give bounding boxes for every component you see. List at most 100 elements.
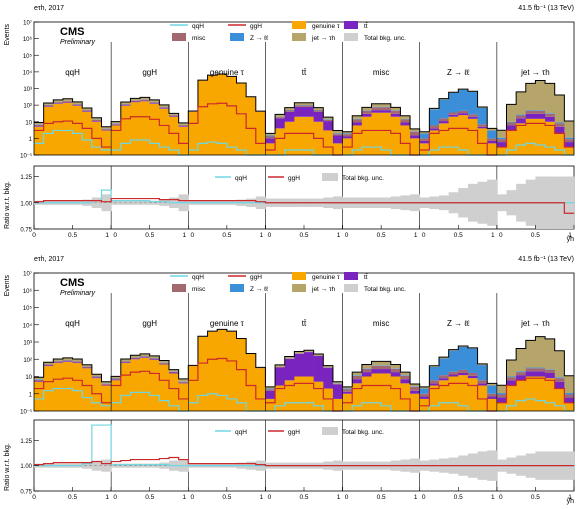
- x-tick-label: 0: [32, 494, 36, 501]
- bar-jet-h-c3-b2: [284, 107, 295, 110]
- signal-qqh-line-c1: [111, 391, 189, 412]
- bar-tt--c0-b6: [91, 121, 102, 122]
- bar-genuine--c1-b4: [149, 103, 160, 155]
- bar-tt--c1-b7: [178, 126, 189, 127]
- bar-jet-h-c6-b7: [564, 120, 575, 138]
- bar-tt--c3-b0: [265, 138, 276, 144]
- bar-genuine--c4-b2: [361, 376, 372, 411]
- x-tick-label: 1: [260, 232, 264, 239]
- bar-genuine--c2-b6: [246, 354, 257, 411]
- bar-misc-c1-b6: [169, 371, 179, 373]
- bar-z--c5-b5: [467, 348, 478, 373]
- bar-misc-c1-b2: [130, 100, 141, 102]
- bar-jet-h-c6-b2: [516, 348, 527, 372]
- signal-ggh-line-c2: [188, 102, 266, 144]
- bar-jet-h-c3-b4: [304, 350, 314, 352]
- bar-misc-c6-b6: [554, 378, 565, 382]
- y-tick-label: 10⁷: [23, 20, 32, 27]
- bar-tt--c4-b6: [400, 122, 411, 126]
- signal-ggh-line-c3: [265, 132, 343, 156]
- bar-misc-c1-b3: [140, 99, 151, 101]
- bar-genuine--c4-b5: [390, 116, 401, 155]
- category-label: jet → τh: [520, 68, 550, 77]
- ratio-y-axis-label: Ratio w.r.t. bkg.: [4, 181, 11, 229]
- bar-jet-h-c3-b4: [304, 102, 314, 106]
- bar-jet-h-c6-b7: [564, 375, 575, 394]
- legend-swatch-z-: [230, 33, 244, 41]
- bar-tt--c3-b6: [323, 121, 334, 131]
- ratio-legend-swatch-total-bkg-unc-: [322, 173, 338, 181]
- signal-qqh-line-c1: [111, 139, 189, 156]
- bar-jet-h-c1-b2: [130, 355, 141, 358]
- bar-misc-c3-b1: [275, 366, 286, 368]
- x-tick-label: 0: [113, 232, 117, 239]
- unc-band-c0-b5: [82, 462, 93, 469]
- bar-misc-c3-b6: [323, 119, 334, 122]
- bar-jet-h-c3-b5: [313, 353, 324, 356]
- bar-misc-c4-b0: [342, 134, 353, 137]
- bar-misc-c4-b0: [342, 389, 353, 392]
- bar-genuine--c3-b2: [284, 380, 295, 411]
- bar-jet-h-c0-b7: [101, 126, 112, 129]
- bar-misc-c5-b0: [419, 138, 430, 141]
- x-tick-label: 0: [190, 232, 194, 239]
- y-tick-label: 10³: [23, 87, 32, 93]
- bar-genuine--c5-b1: [429, 130, 440, 155]
- x-axis-label: ŷh: [567, 236, 575, 243]
- bar-tt--c3-b7: [332, 135, 343, 144]
- bar-misc-c4-b4: [381, 365, 392, 370]
- legend-label-ggh: ggH: [250, 23, 262, 30]
- y-tick-label: 10⁶: [23, 288, 33, 295]
- signal-qqh-line-c2: [188, 393, 266, 412]
- x-tick-label: 1: [105, 232, 109, 239]
- y-tick-label: 10: [25, 120, 32, 126]
- bar-tt--c6-b6: [554, 381, 565, 389]
- bar-misc-c3-b7: [332, 383, 343, 385]
- bar-tt--c4-b4: [381, 110, 392, 113]
- category-label: qqH: [65, 319, 80, 328]
- bar-genuine--c5-b2: [439, 380, 449, 411]
- legend-swatch-z-: [230, 284, 244, 292]
- bar-misc-c3-b5: [313, 110, 324, 112]
- ratio-legend-label-qqh: qqH: [235, 429, 247, 436]
- bar-genuine--c2-b7: [255, 368, 266, 411]
- x-tick-label: 1: [260, 494, 264, 501]
- bar-tt--c4-b1: [352, 379, 363, 384]
- bar-misc-c6-b1: [506, 122, 517, 126]
- x-tick-label: 0.5: [222, 232, 231, 239]
- bar-jet-h-c0-b7: [101, 381, 112, 384]
- bar-genuine--c5-b1: [429, 385, 440, 411]
- total-bkg-outline: [34, 73, 574, 134]
- bar-misc-c1-b4: [149, 358, 160, 360]
- bar-misc-c3-b1: [275, 117, 286, 119]
- bar-z--c6-b2: [516, 114, 527, 116]
- bar-tt--c0-b3: [62, 361, 73, 362]
- bar-tt--c6-b4: [535, 113, 546, 119]
- bar-jet-h-c5-b2: [439, 357, 449, 359]
- signal-ggh-line-c5: [419, 382, 497, 412]
- bar-misc-c0-b5: [82, 366, 93, 368]
- bar-genuine--c3-b0: [265, 398, 276, 411]
- bar-z--c5-b4: [458, 89, 469, 111]
- bar-z--c5-b7: [487, 385, 498, 394]
- bar-jet-h-c6-b3: [525, 340, 536, 368]
- bar-tt--c6-b1: [506, 125, 517, 131]
- ratio-y-tick-label: 1.25: [20, 175, 32, 181]
- bar-genuine--c3-b7: [332, 143, 343, 155]
- bar-z--c4-b3: [371, 365, 382, 366]
- bar-jet-h-c6-b5: [545, 83, 556, 114]
- bar-tt--c1-b3: [140, 100, 151, 102]
- bar-z--c5-b6: [477, 108, 488, 125]
- bar-jet-h-c4-b4: [381, 361, 392, 366]
- legend-label-qqh: qqH: [192, 23, 204, 30]
- bar-z--c5-b1: [429, 109, 440, 126]
- legend-swatch-genuine-: [292, 21, 306, 29]
- bar-misc-c0-b0: [34, 124, 44, 127]
- bar-genuine--c1-b2: [130, 359, 141, 411]
- bar-z--c5-b7: [487, 130, 498, 139]
- bar-misc-c3-b7: [332, 134, 343, 136]
- bar-genuine--c4-b6: [400, 383, 411, 411]
- bar-genuine--c0-b3: [62, 102, 73, 155]
- category-label: misc: [373, 68, 389, 77]
